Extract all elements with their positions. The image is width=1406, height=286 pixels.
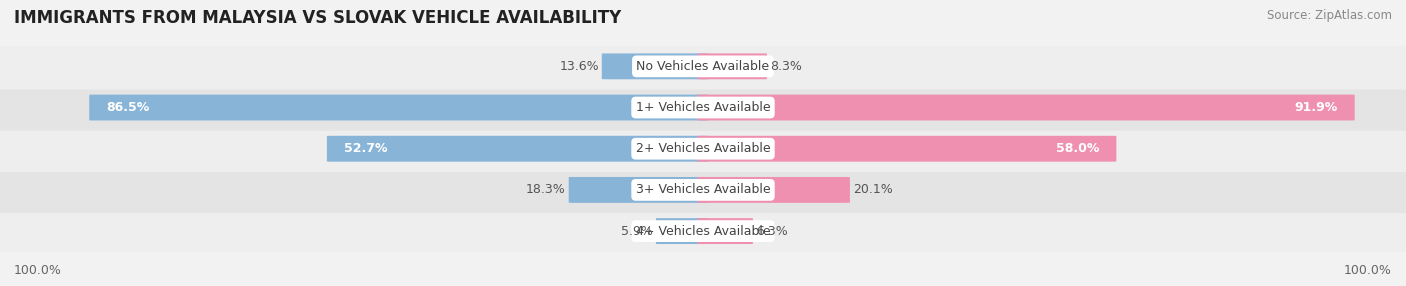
FancyBboxPatch shape: [602, 53, 709, 79]
Text: 13.6%: 13.6%: [560, 60, 599, 73]
Text: 20.1%: 20.1%: [852, 183, 893, 196]
Text: 1+ Vehicles Available: 1+ Vehicles Available: [636, 101, 770, 114]
FancyBboxPatch shape: [326, 136, 709, 162]
Text: 18.3%: 18.3%: [526, 183, 565, 196]
FancyBboxPatch shape: [0, 43, 1406, 90]
Text: 100.0%: 100.0%: [14, 265, 62, 277]
Text: No Vehicles Available: No Vehicles Available: [637, 60, 769, 73]
Text: 5.9%: 5.9%: [621, 225, 652, 238]
FancyBboxPatch shape: [568, 177, 709, 203]
FancyBboxPatch shape: [697, 53, 768, 79]
Text: 52.7%: 52.7%: [343, 142, 387, 155]
Text: 2+ Vehicles Available: 2+ Vehicles Available: [636, 142, 770, 155]
FancyBboxPatch shape: [0, 167, 1406, 213]
FancyBboxPatch shape: [697, 218, 754, 244]
FancyBboxPatch shape: [0, 126, 1406, 172]
Text: 3+ Vehicles Available: 3+ Vehicles Available: [636, 183, 770, 196]
FancyBboxPatch shape: [697, 95, 1355, 120]
Text: 86.5%: 86.5%: [107, 101, 149, 114]
FancyBboxPatch shape: [697, 136, 1116, 162]
Text: 100.0%: 100.0%: [1344, 265, 1392, 277]
FancyBboxPatch shape: [697, 177, 849, 203]
Text: 6.3%: 6.3%: [756, 225, 787, 238]
Text: 58.0%: 58.0%: [1056, 142, 1099, 155]
Text: 91.9%: 91.9%: [1295, 101, 1339, 114]
FancyBboxPatch shape: [90, 95, 709, 120]
Text: 8.3%: 8.3%: [770, 60, 801, 73]
Text: 4+ Vehicles Available: 4+ Vehicles Available: [636, 225, 770, 238]
Text: IMMIGRANTS FROM MALAYSIA VS SLOVAK VEHICLE AVAILABILITY: IMMIGRANTS FROM MALAYSIA VS SLOVAK VEHIC…: [14, 9, 621, 27]
FancyBboxPatch shape: [0, 208, 1406, 254]
FancyBboxPatch shape: [0, 84, 1406, 131]
FancyBboxPatch shape: [655, 218, 709, 244]
Text: Source: ZipAtlas.com: Source: ZipAtlas.com: [1267, 9, 1392, 21]
